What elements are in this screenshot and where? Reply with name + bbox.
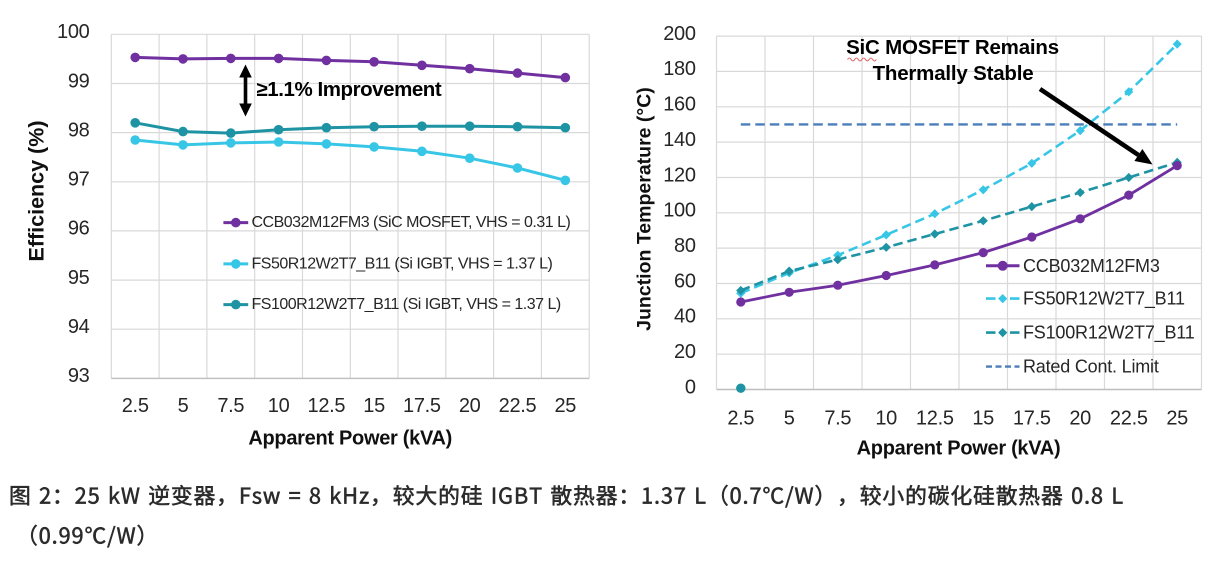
svg-text:94: 94 [68, 316, 90, 338]
svg-text:20: 20 [1069, 407, 1091, 429]
svg-text:12.5: 12.5 [308, 395, 346, 417]
svg-text:180: 180 [663, 58, 696, 80]
svg-text:FS50R12W2T7_B11 (Si IGBT, VHS: FS50R12W2T7_B11 (Si IGBT, VHS = 1.37 L) [252, 255, 553, 272]
svg-text:20: 20 [459, 395, 481, 417]
svg-text:95: 95 [68, 267, 90, 289]
svg-text:0: 0 [685, 376, 696, 398]
svg-text:99: 99 [68, 70, 90, 92]
svg-text:22.5: 22.5 [1110, 407, 1148, 429]
svg-text:5: 5 [178, 395, 189, 417]
svg-text:SiC MOSFET Remains: SiC MOSFET Remains [846, 36, 1059, 59]
svg-text:15: 15 [363, 395, 385, 417]
svg-text:17.5: 17.5 [403, 395, 441, 417]
svg-text:Efficiency (%): Efficiency (%) [25, 121, 49, 262]
svg-text:CCB032M12FM3 (SiC MOSFET, VHS: CCB032M12FM3 (SiC MOSFET, VHS = 0.31 L) [252, 214, 571, 231]
svg-text:FS100R12W2T7_B11 (Si IGBT, VHS: FS100R12W2T7_B11 (Si IGBT, VHS = 1.37 L) [252, 296, 561, 313]
svg-text:FS100R12W2T7_B11: FS100R12W2T7_B11 [1023, 323, 1195, 344]
svg-text:2.5: 2.5 [122, 395, 149, 417]
svg-text:93: 93 [68, 365, 90, 387]
svg-text:Junction Temperature (°C): Junction Temperature (°C) [634, 87, 656, 331]
svg-text:2.5: 2.5 [727, 407, 754, 429]
svg-text:80: 80 [674, 235, 696, 257]
svg-text:60: 60 [674, 270, 696, 292]
svg-text:200: 200 [663, 23, 696, 45]
svg-text:Apparent Power (kVA): Apparent Power (kVA) [857, 438, 1061, 460]
svg-text:40: 40 [674, 306, 696, 328]
svg-text:FS50R12W2T7_B11: FS50R12W2T7_B11 [1023, 289, 1185, 310]
svg-text:5: 5 [784, 407, 795, 429]
svg-text:7.5: 7.5 [217, 395, 244, 417]
svg-text:25: 25 [1166, 407, 1188, 429]
svg-text:140: 140 [663, 129, 696, 151]
svg-text:160: 160 [663, 94, 696, 116]
svg-text:98: 98 [68, 119, 90, 141]
svg-text:Rated Cont. Limit: Rated Cont. Limit [1023, 357, 1159, 377]
svg-text:15: 15 [972, 407, 994, 429]
svg-text:100: 100 [57, 21, 90, 43]
svg-text:10: 10 [875, 407, 897, 429]
svg-text:7.5: 7.5 [824, 407, 851, 429]
svg-text:Thermally Stable: Thermally Stable [873, 62, 1034, 85]
svg-text:≥1.1% Improvement: ≥1.1% Improvement [257, 78, 442, 101]
svg-text:96: 96 [68, 218, 90, 240]
svg-text:10: 10 [268, 395, 290, 417]
svg-text:25: 25 [554, 395, 576, 417]
svg-text:CCB032M12FM3: CCB032M12FM3 [1023, 256, 1160, 276]
svg-text:20: 20 [674, 341, 696, 363]
svg-text:Apparent Power (kVA): Apparent Power (kVA) [248, 428, 452, 450]
svg-text:17.5: 17.5 [1013, 407, 1051, 429]
svg-text:100: 100 [663, 200, 696, 222]
svg-text:22.5: 22.5 [499, 395, 537, 417]
svg-text:12.5: 12.5 [916, 407, 954, 429]
svg-text:97: 97 [68, 169, 90, 191]
svg-text:120: 120 [663, 164, 696, 186]
